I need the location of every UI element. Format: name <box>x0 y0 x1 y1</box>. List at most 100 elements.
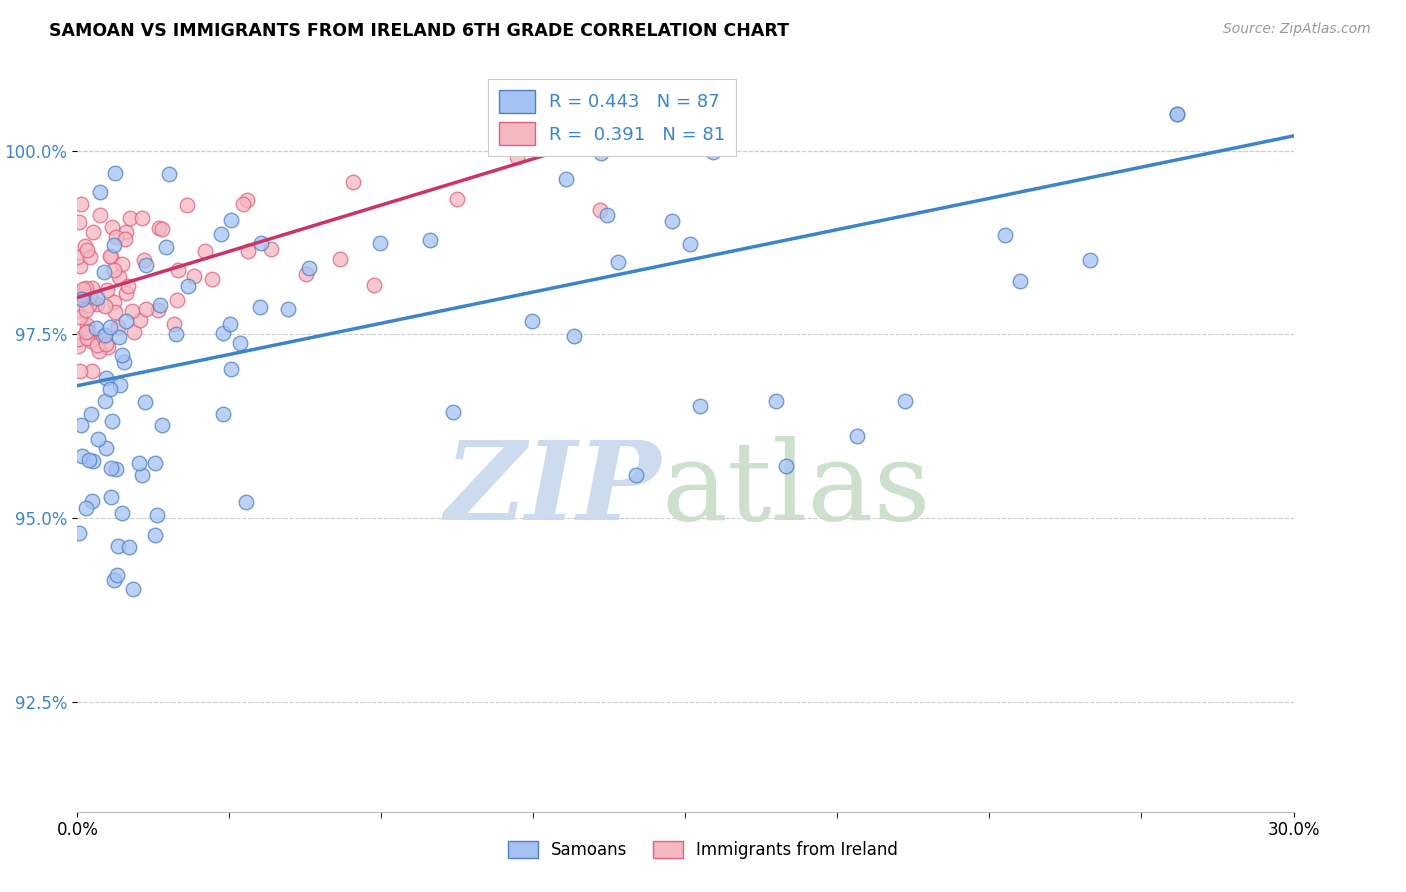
Point <box>122 582 145 597</box>
Point <box>108 270 131 285</box>
Point <box>236 244 259 258</box>
Point <box>150 418 173 433</box>
Point <box>194 244 217 258</box>
Point <box>212 326 235 340</box>
Point <box>104 230 127 244</box>
Point <box>75 325 97 339</box>
Point <box>212 407 235 421</box>
Point <box>101 414 124 428</box>
Point <box>177 279 200 293</box>
Point <box>1008 274 1031 288</box>
Point <box>100 490 122 504</box>
Point <box>100 251 122 265</box>
Point <box>894 394 917 409</box>
Point <box>75 281 97 295</box>
Point <box>135 258 157 272</box>
Point <box>75 286 97 301</box>
Point <box>98 319 121 334</box>
Point <box>80 494 103 508</box>
Point <box>97 340 120 354</box>
Point <box>93 299 115 313</box>
Point <box>87 432 110 446</box>
Point <box>148 297 170 311</box>
Point <box>86 338 108 352</box>
Point <box>607 254 630 268</box>
Point <box>76 324 98 338</box>
Point <box>260 242 283 256</box>
Point <box>845 429 868 443</box>
Point <box>696 107 718 121</box>
Point <box>70 449 93 463</box>
Point <box>66 333 89 347</box>
Point <box>122 325 145 339</box>
Point <box>69 259 91 273</box>
Point <box>79 289 101 303</box>
Point <box>624 468 647 483</box>
Point <box>75 500 97 515</box>
Point <box>98 382 121 396</box>
Point <box>112 354 135 368</box>
Point <box>201 272 224 286</box>
Point <box>1166 107 1188 121</box>
Point <box>165 327 187 342</box>
Point <box>70 292 93 306</box>
Point <box>702 145 724 159</box>
Point <box>765 393 787 408</box>
Point <box>86 291 108 305</box>
Point <box>107 540 129 554</box>
Point <box>298 260 321 275</box>
Point <box>120 211 142 226</box>
Point <box>108 330 131 344</box>
Point <box>98 249 121 263</box>
Point <box>75 238 97 252</box>
Point <box>86 321 108 335</box>
Point <box>67 525 90 540</box>
Point <box>589 202 612 217</box>
Point <box>67 339 90 353</box>
Point <box>67 304 90 318</box>
Point <box>80 407 103 421</box>
Point <box>558 138 581 153</box>
Point <box>86 297 108 311</box>
Point <box>520 314 543 328</box>
Point <box>72 282 94 296</box>
Point <box>80 334 103 348</box>
Point <box>143 528 166 542</box>
Point <box>82 454 104 468</box>
Point <box>66 250 89 264</box>
Point <box>232 197 254 211</box>
Point <box>69 364 91 378</box>
Point <box>145 456 167 470</box>
Point <box>93 265 115 279</box>
Point <box>67 215 90 229</box>
Point <box>70 288 93 302</box>
Point <box>104 305 127 319</box>
Point <box>89 185 111 199</box>
Point <box>295 267 318 281</box>
Point <box>661 214 683 228</box>
Legend: R = 0.443   N = 87, R =  0.391   N = 81: R = 0.443 N = 87, R = 0.391 N = 81 <box>488 79 737 156</box>
Point <box>155 240 177 254</box>
Point <box>506 150 529 164</box>
Point <box>236 193 259 207</box>
Point <box>91 329 114 343</box>
Point <box>66 285 89 300</box>
Text: SAMOAN VS IMMIGRANTS FROM IRELAND 6TH GRADE CORRELATION CHART: SAMOAN VS IMMIGRANTS FROM IRELAND 6TH GR… <box>49 22 789 40</box>
Point <box>277 302 299 317</box>
Point <box>115 285 138 300</box>
Point <box>562 329 585 343</box>
Point <box>82 225 104 239</box>
Point <box>689 399 711 413</box>
Point <box>131 211 153 225</box>
Point <box>150 222 173 236</box>
Point <box>94 336 117 351</box>
Point <box>70 417 93 432</box>
Point <box>82 364 104 378</box>
Point <box>75 303 97 318</box>
Point <box>94 371 117 385</box>
Point <box>368 235 391 250</box>
Point <box>235 495 257 509</box>
Point <box>145 508 167 523</box>
Point <box>105 568 128 582</box>
Point <box>114 225 136 239</box>
